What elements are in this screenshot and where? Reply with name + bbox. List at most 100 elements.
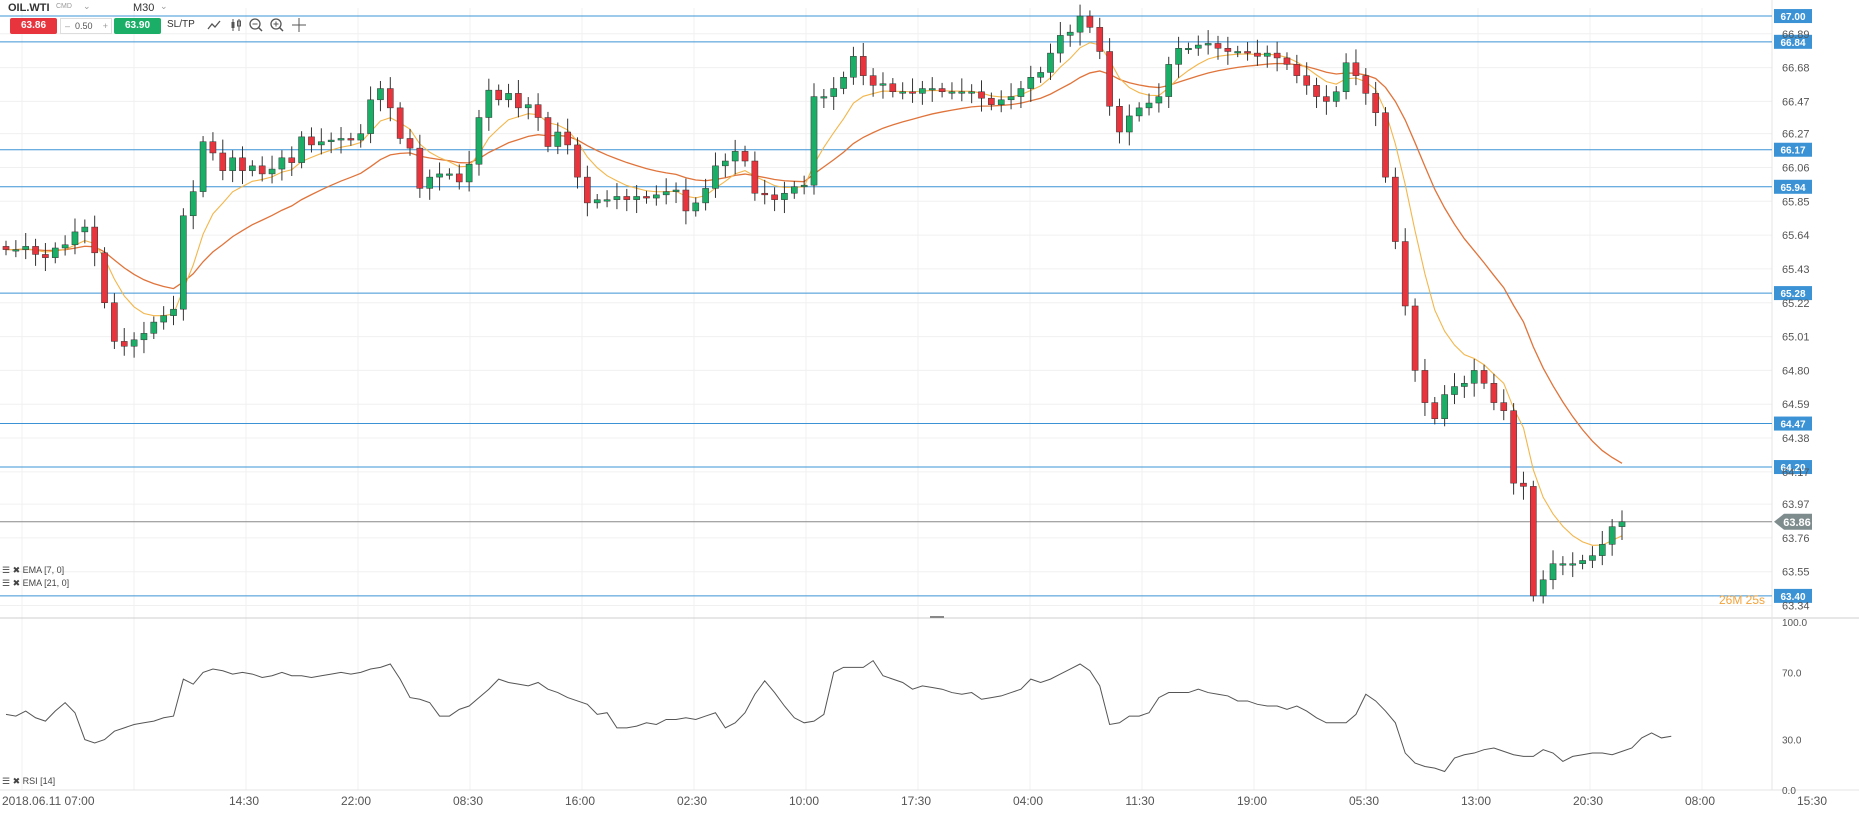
bull-candle: [1017, 88, 1025, 97]
bull-candle: [1579, 560, 1586, 564]
rsi-legend[interactable]: ☰ ✖ RSI [14]: [2, 776, 56, 786]
bull-candle: [505, 93, 512, 101]
bull-candle: [1126, 115, 1133, 133]
bear-candle: [1411, 305, 1419, 371]
bear-candle: [771, 194, 778, 200]
bear-candle: [1254, 52, 1261, 57]
spread-value: 0.50: [75, 21, 93, 31]
bull-candle: [800, 184, 808, 188]
timeframe-dropdown-icon[interactable]: ⌄: [160, 1, 168, 11]
ema-slow-legend[interactable]: ☰ ✖ EMA [21, 0]: [2, 578, 70, 588]
sltp-button[interactable]: SL/TP: [167, 19, 195, 30]
price-tick-label: 66.06: [1782, 162, 1810, 174]
time-tick-label: 19:00: [1237, 794, 1267, 808]
price-tick-label: 65.85: [1782, 196, 1810, 208]
symbol-dropdown-icon[interactable]: ⌄: [83, 1, 91, 11]
bear-candle: [1323, 96, 1330, 102]
bull-candle: [1461, 383, 1468, 387]
trend-line-icon[interactable]: [205, 16, 223, 34]
crosshair-icon[interactable]: [290, 16, 308, 34]
bull-candle: [475, 117, 483, 165]
bear-candle: [761, 192, 769, 196]
time-tick-label: 05:30: [1349, 794, 1379, 808]
rsi-tick-label: 30.0: [1782, 736, 1802, 747]
bear-candle: [455, 173, 463, 183]
bull-candle: [879, 83, 887, 86]
price-level-badge: [1774, 416, 1812, 431]
bull-candle: [1057, 35, 1064, 54]
price-tick-label: 65.01: [1782, 332, 1810, 344]
zoom-in-icon[interactable]: [268, 16, 286, 34]
bull-candle: [1559, 563, 1567, 566]
bear-candle: [347, 138, 355, 141]
bull-candle: [81, 226, 89, 233]
symbol-name[interactable]: OIL.WTI: [8, 2, 50, 14]
bull-candle: [1165, 64, 1173, 97]
time-tick-label: 08:00: [1685, 794, 1715, 808]
bull-candle: [1451, 386, 1458, 395]
bull-candle: [840, 77, 847, 89]
chart-toolbar: OIL.WTI CMD ⌄ M30 ⌄ 63.86 – 0.50 + 63.90…: [0, 0, 310, 36]
bull-candle: [830, 88, 838, 97]
bull-candle: [1007, 96, 1015, 101]
timeframe-selector[interactable]: M30: [133, 2, 155, 14]
bull-candle: [150, 321, 158, 334]
price-level-label: 64.20: [1780, 463, 1805, 474]
time-tick-label: 02:30: [677, 794, 707, 808]
bull-candle: [1076, 15, 1084, 33]
bull-candle: [22, 246, 30, 250]
bull-candle: [140, 333, 148, 341]
current-price-label: 63.86: [1783, 517, 1811, 529]
bull-candle: [318, 141, 325, 146]
bear-candle: [1096, 27, 1104, 52]
bull-candle: [633, 196, 640, 200]
bear-candle: [91, 226, 98, 254]
price-tick-label: 66.47: [1782, 96, 1810, 108]
bear-candle: [564, 131, 571, 146]
bull-candle: [367, 99, 374, 134]
bear-candle: [544, 117, 552, 147]
bull-candle: [180, 215, 187, 310]
candles-icon[interactable]: [228, 16, 246, 34]
volume-decrease-icon[interactable]: –: [65, 21, 71, 31]
volume-increase-icon[interactable]: +: [102, 21, 108, 31]
bull-candle: [249, 165, 256, 171]
rsi-tick-label: 70.0: [1782, 668, 1802, 679]
bull-candle: [436, 173, 443, 178]
bear-candle: [32, 246, 39, 255]
time-tick-label: 22:00: [341, 794, 371, 808]
bull-candle: [1066, 31, 1074, 36]
ema-fast-legend[interactable]: ☰ ✖ EMA [7, 0]: [2, 565, 65, 575]
time-tick-label: 04:00: [1013, 794, 1043, 808]
bear-candle: [1214, 43, 1222, 49]
price-tick-label: 66.27: [1782, 129, 1810, 141]
bull-candle: [1037, 72, 1044, 78]
time-tick-label: 16:00: [565, 794, 595, 808]
bull-candle: [327, 139, 335, 142]
bull-candle: [722, 160, 729, 167]
bull-candle: [1234, 51, 1242, 54]
bear-candle: [1520, 482, 1527, 487]
bear-candle: [574, 144, 581, 178]
bull-candle: [593, 199, 601, 204]
price-level-label: 65.28: [1780, 289, 1805, 300]
sell-button[interactable]: 63.86: [10, 18, 57, 34]
bear-candle: [1283, 57, 1291, 65]
bull-candle: [1549, 563, 1557, 581]
volume-stepper[interactable]: – 0.50 +: [60, 18, 112, 34]
buy-button[interactable]: 63.90: [114, 18, 161, 34]
zoom-out-icon[interactable]: [247, 16, 265, 34]
bull-candle: [170, 308, 177, 316]
current-price-badge: [1774, 513, 1812, 530]
time-tick-label: 10:00: [789, 794, 819, 808]
bull-candle: [377, 88, 384, 101]
time-tick-label: 14:30: [229, 794, 259, 808]
price-level-label: 67.00: [1780, 12, 1805, 23]
bull-candle: [781, 192, 788, 200]
price-tick-label: 64.17: [1782, 467, 1810, 479]
bull-candle: [790, 186, 798, 194]
bull-candle: [1204, 43, 1212, 46]
price-tick-label: 66.68: [1782, 63, 1810, 75]
bull-candle: [810, 96, 818, 186]
